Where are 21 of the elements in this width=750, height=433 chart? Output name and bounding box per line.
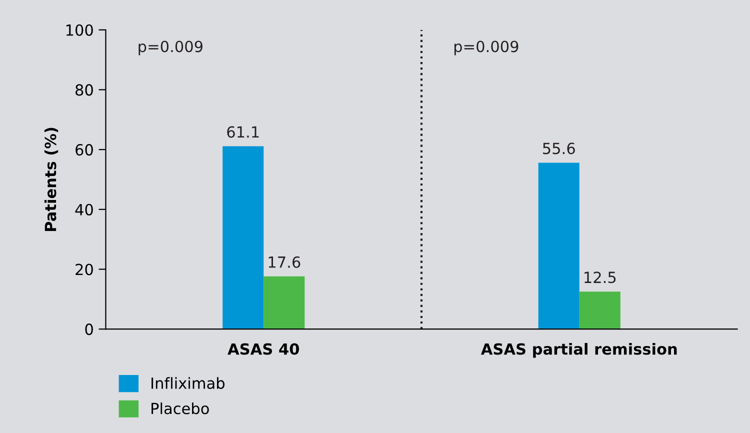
- annotation: p=0.009: [138, 40, 202, 56]
- annotation: p=0.009: [454, 40, 518, 56]
- y-tick-label: 0: [85, 324, 93, 336]
- data-label: 61.1: [227, 126, 259, 138]
- y-tick-label: 20: [76, 264, 93, 276]
- bar: [222, 146, 264, 330]
- y-tick-label: 100: [66, 24, 93, 36]
- y-tick-label: 60: [76, 144, 93, 156]
- y-tick-label: 80: [76, 84, 93, 96]
- legend-label: Placebo: [152, 402, 209, 414]
- bar: [579, 292, 620, 330]
- x-tick-label: ASAS 40: [228, 343, 300, 355]
- bar: [538, 162, 580, 330]
- y-axis-title: Patients (%): [44, 128, 58, 232]
- x-tick-label: ASAS partial remission: [480, 342, 677, 358]
- y-tick-label: 40: [75, 204, 93, 216]
- bar: [264, 276, 305, 330]
- data-label: 12.5: [584, 272, 616, 284]
- data-label: 55.6: [543, 142, 575, 154]
- data-label: 17.6: [268, 256, 300, 268]
- legend-label: Infliximab: [152, 377, 225, 389]
